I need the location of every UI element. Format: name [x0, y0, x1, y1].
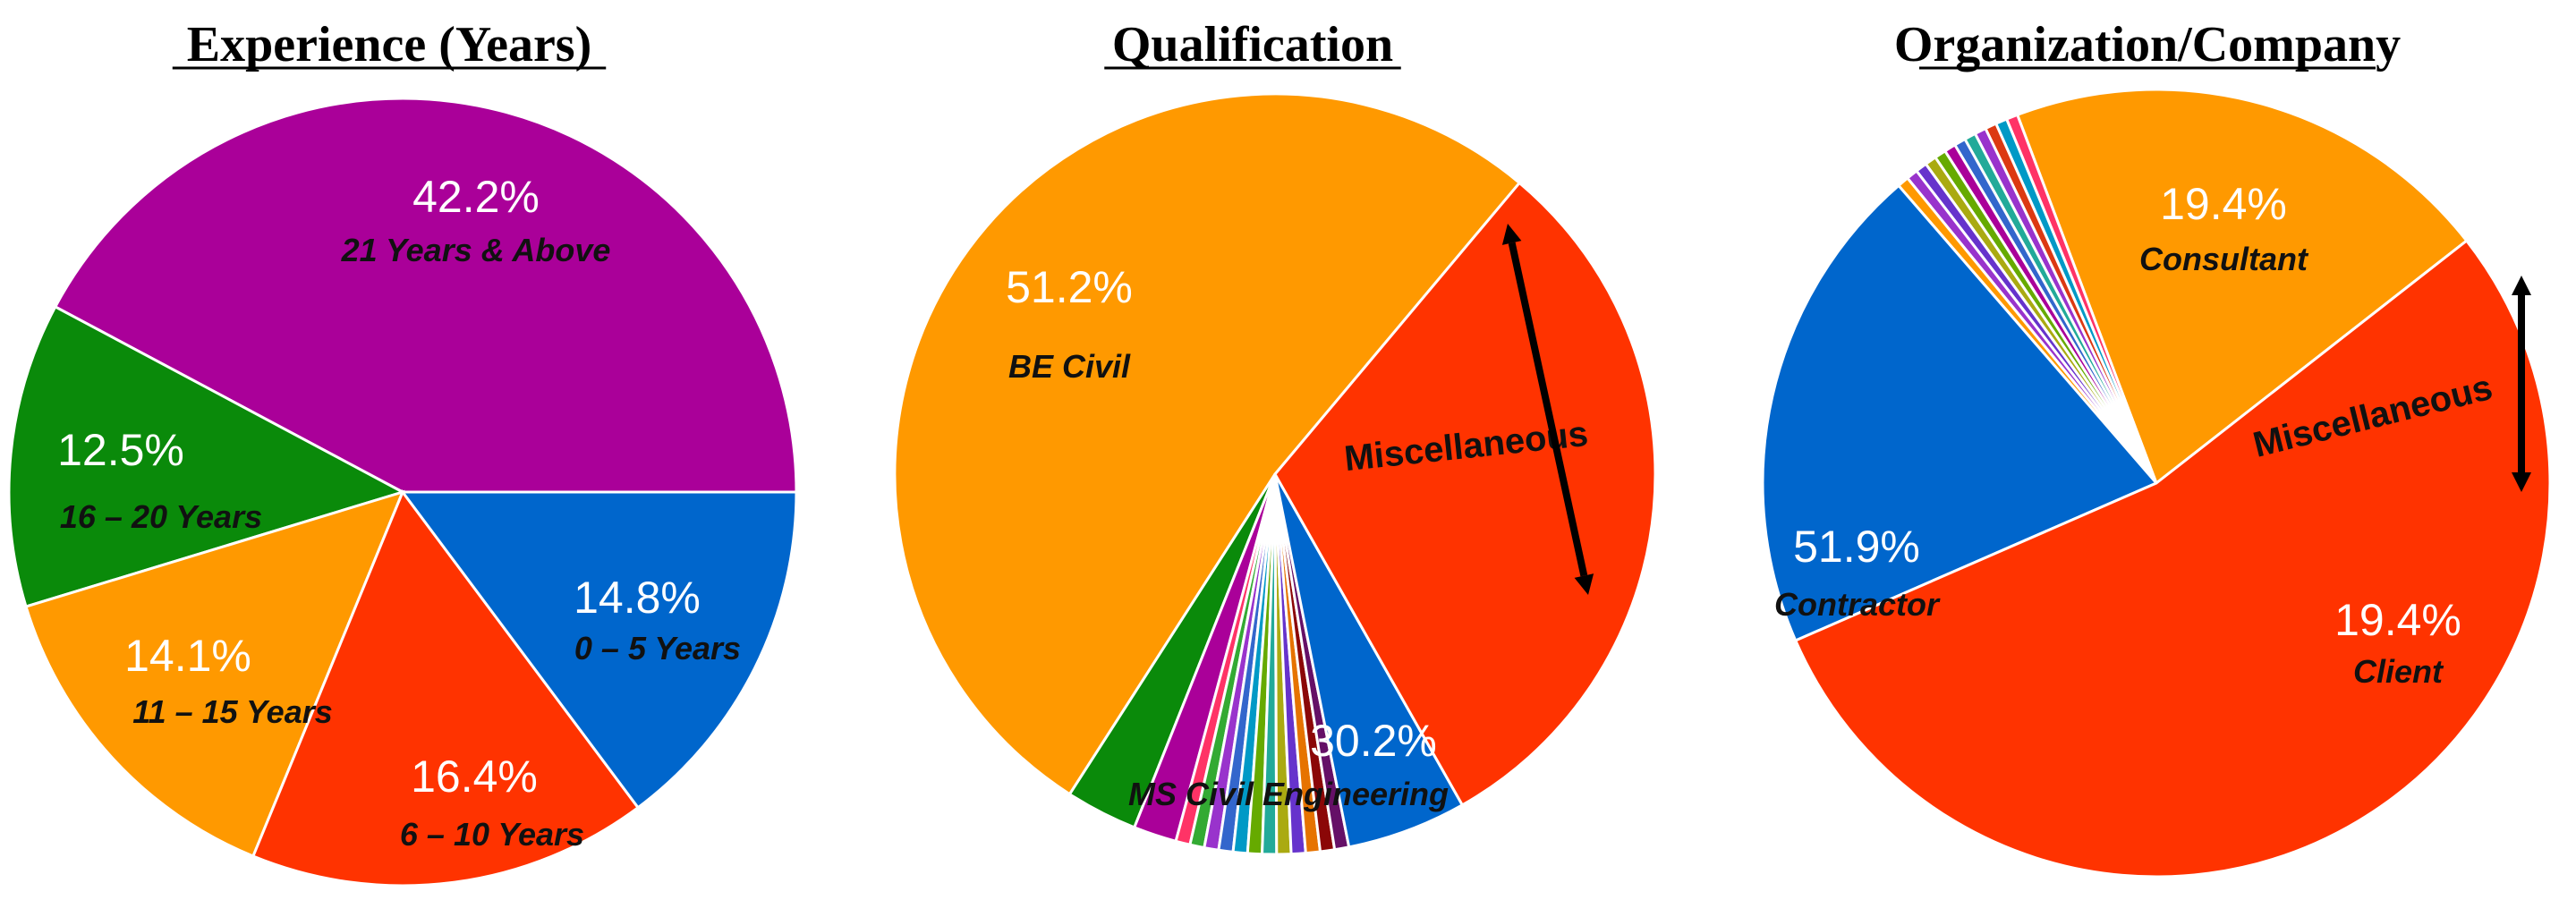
data-label-percent: 19.4%	[2160, 179, 2287, 229]
double-arrow-icon	[1501, 224, 1594, 595]
slice-client	[1761, 183, 2159, 642]
category-label: MS Civil Engineering	[1128, 776, 1449, 812]
category-label: 16 – 20 Years	[60, 498, 262, 535]
slice-0-5-years	[400, 490, 798, 810]
qualification-pie-chart: Qualification 51.2% BE Civil 30.2% MS Civil …	[893, 17, 1657, 856]
experience-pie-chart: Experience (Years) 42.2% 21 Years & Above 1…	[7, 17, 798, 887]
data-label-percent: 51.9%	[1793, 522, 1920, 572]
slice-contractor	[1793, 239, 2552, 879]
slice-ms-civil-engineering	[1273, 181, 1657, 807]
category-label: Consultant	[2139, 241, 2309, 277]
category-label: Client	[2353, 653, 2444, 690]
slice-16-20-years	[7, 304, 406, 608]
chart-title: Experience (Years)	[187, 17, 592, 72]
organization-pie-chart: Organization/Company 19.4% Consultant 19.4%…	[1761, 17, 2552, 879]
data-label-percent: 42.2%	[412, 172, 540, 222]
category-label: 0 – 5 Years	[574, 630, 741, 667]
data-label-percent: 51.2%	[1006, 262, 1133, 312]
slice-consultant	[2015, 88, 2469, 486]
data-label-percent: 16.4%	[411, 751, 538, 802]
slice-11-15-years	[24, 489, 405, 858]
data-label-percent: 19.4%	[2334, 595, 2461, 645]
slice-be-civil	[893, 92, 1522, 796]
category-label: BE Civil	[1008, 348, 1131, 385]
slice-6-10-years	[251, 488, 641, 887]
category-label: 11 – 15 Years	[132, 693, 333, 730]
data-label-percent: 14.8%	[574, 573, 701, 623]
slice-21-years-above	[53, 97, 798, 494]
category-label: 21 Years & Above	[341, 232, 611, 268]
double-arrow-icon	[2512, 276, 2531, 492]
data-label-percent: 14.1%	[124, 631, 251, 681]
chart-title: Qualification	[1112, 17, 1393, 72]
category-label: 6 – 10 Years	[400, 816, 584, 853]
chart-title: Organization/Company	[1894, 17, 2401, 72]
category-label: Contractor	[1774, 586, 1941, 623]
data-label-percent: 12.5%	[57, 425, 184, 475]
data-label-percent: 30.2%	[1310, 716, 1437, 766]
